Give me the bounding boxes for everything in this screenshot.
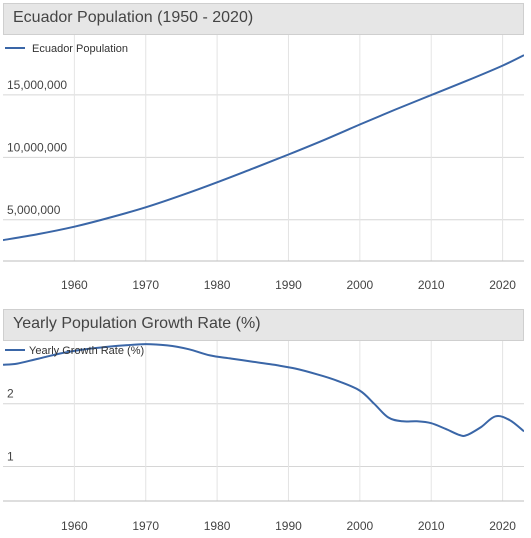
population-x-tick-label: 2010 <box>418 278 445 292</box>
population-chart-panel: Ecuador Population (1950 - 2020) 5,000,0… <box>3 3 524 295</box>
population-series-line <box>3 54 524 242</box>
growth-rate-y-tick-label: 1 <box>7 449 14 463</box>
population-legend-label: Ecuador Population <box>32 43 128 55</box>
growth-rate-series-line <box>3 343 524 438</box>
population-x-tick-label: 1970 <box>132 278 159 292</box>
population-line-chart: 5,000,000 10,000,000 15,000,000 1960 1970 198… <box>3 35 524 292</box>
population-x-tick-label: 1990 <box>275 278 302 292</box>
population-chart-title: Ecuador Population (1950 - 2020) <box>13 9 254 26</box>
growth-rate-line-chart: 1 2 1960 1970 1980 1990 2000 2010 2020 Yearly Gro… <box>3 341 524 533</box>
growth-rate-x-tick-label: 2000 <box>346 519 373 533</box>
growth-rate-chart-panel: Yearly Population Growth Rate (%) 1 2 1960… <box>3 309 524 535</box>
population-chart-header: Ecuador Population (1950 - 2020) <box>3 3 524 35</box>
population-x-tick-label: 2000 <box>346 278 373 292</box>
population-y-tick-label: 5,000,000 <box>7 203 61 217</box>
growth-rate-y-tick-label: 2 <box>7 387 14 401</box>
growth-rate-chart-title: Yearly Population Growth Rate (%) <box>13 315 261 332</box>
population-x-tick-label: 2020 <box>489 278 516 292</box>
growth-rate-x-tick-label: 1990 <box>275 519 302 533</box>
population-x-tick-label: 1980 <box>204 278 231 292</box>
growth-rate-x-tick-label: 2020 <box>489 519 516 533</box>
population-x-tick-label: 1960 <box>61 278 88 292</box>
growth-rate-x-tick-label: 1980 <box>204 519 231 533</box>
population-y-tick-label: 15,000,000 <box>7 78 67 92</box>
growth-rate-x-tick-label: 2010 <box>418 519 445 533</box>
growth-rate-legend-label: Yearly Growth Rate (%) <box>29 345 144 357</box>
growth-rate-x-tick-label: 1970 <box>132 519 159 533</box>
growth-rate-chart-header: Yearly Population Growth Rate (%) <box>3 309 524 341</box>
growth-rate-x-tick-label: 1960 <box>61 519 88 533</box>
population-y-tick-label: 10,000,000 <box>7 140 67 154</box>
